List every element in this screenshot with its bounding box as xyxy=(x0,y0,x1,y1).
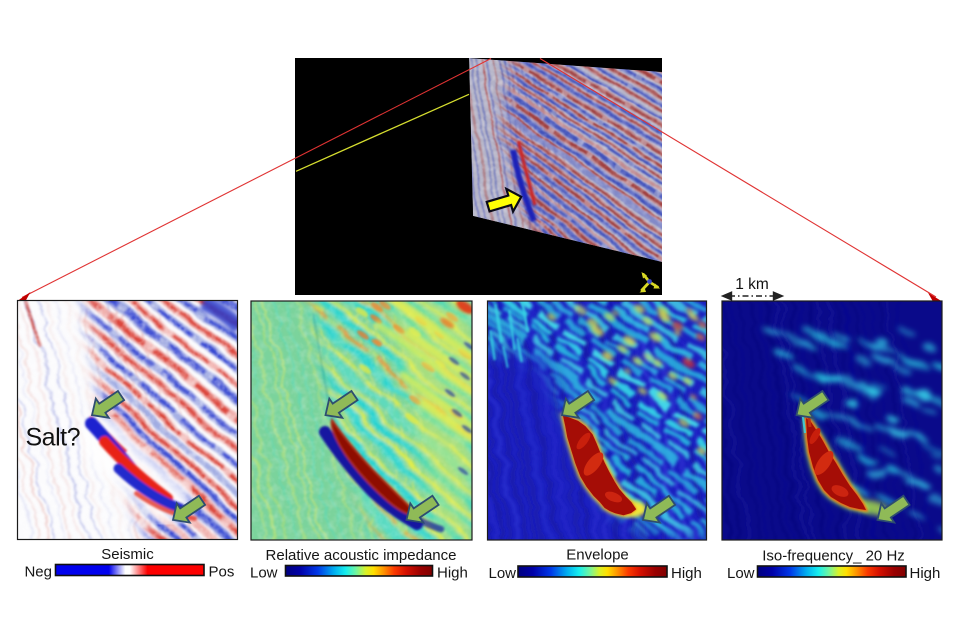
svg-text:Neg: Neg xyxy=(24,564,52,581)
svg-text:Iso-frequency_ 20 Hz: Iso-frequency_ 20 Hz xyxy=(762,548,905,565)
svg-text:High: High xyxy=(437,565,468,582)
svg-text:Salt?: Salt? xyxy=(26,424,80,452)
svg-text:Seismic: Seismic xyxy=(101,546,154,563)
svg-text:Low: Low xyxy=(489,565,517,582)
svg-text:1 km: 1 km xyxy=(735,276,769,293)
svg-text:Low: Low xyxy=(727,565,755,582)
svg-text:Relative acoustic impedance: Relative acoustic impedance xyxy=(266,547,457,564)
svg-text:High: High xyxy=(910,565,941,582)
svg-text:High: High xyxy=(671,565,702,582)
svg-text:Pos: Pos xyxy=(209,564,235,581)
svg-text:Low: Low xyxy=(250,565,278,582)
svg-text:Envelope: Envelope xyxy=(566,547,629,564)
